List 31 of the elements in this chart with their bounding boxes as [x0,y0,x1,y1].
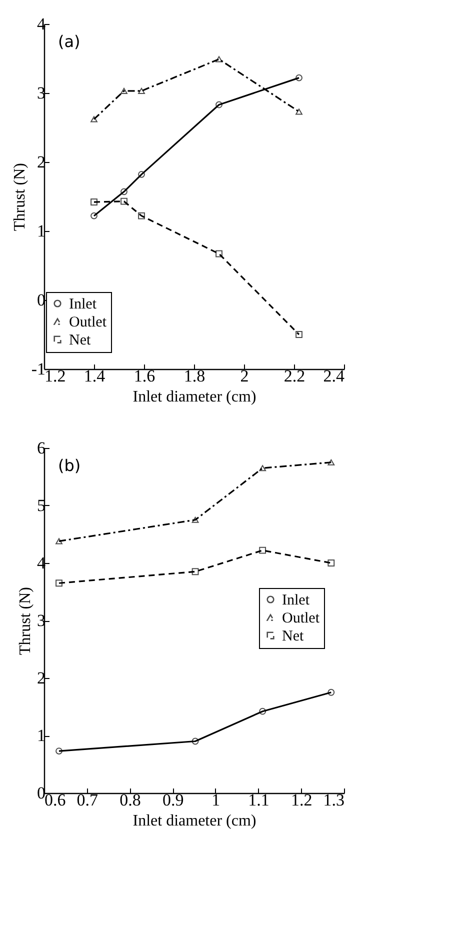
x-tick-label: 0.8 [120,790,141,810]
x-tick-label: 1.2 [291,790,312,810]
x-tick-label: 1.4 [84,366,106,386]
x-tick-label: 2 [240,366,249,386]
legend-label: Outlet [69,314,108,330]
legend-label: Inlet [69,296,98,312]
legend-label: Outlet [282,610,320,626]
x-tick-label: 1.2 [44,366,66,386]
x-tick-label: 2.2 [284,366,306,386]
x-tick-label: 2.4 [323,366,345,386]
x-tick-label: 1.6 [134,366,156,386]
x-axis-title: Inlet diameter (cm) [132,388,256,406]
x-tick-label: 1.1 [248,790,270,810]
x-tick-label: 0.6 [44,790,66,810]
x-tick-label: 1.8 [184,366,206,386]
legend-label: Net [282,628,304,644]
annotation: (a) [58,32,80,51]
y-tick-label: 1 [37,222,46,240]
x-axis-title: Inlet diameter (cm) [132,812,256,830]
x-tick-label: 0.9 [162,790,184,810]
x-tick-label: 0.7 [76,790,98,810]
y-axis-title: Thrust (N) [11,163,28,231]
x-tick-label: 1 [212,790,220,810]
y-tick-label: 1 [37,726,46,745]
y-axis-title: Thrust (N) [17,587,34,655]
annotation: (b) [58,456,81,475]
y-tick-label: 4 [37,14,46,34]
y-tick-label: -1 [31,360,46,378]
legend-label: Net [69,332,92,348]
x-tick-label: 1.3 [323,790,344,810]
legend-label: Inlet [282,592,310,608]
